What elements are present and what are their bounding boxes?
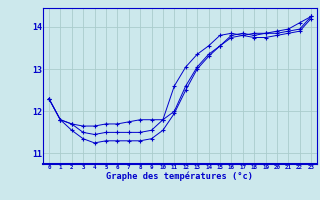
X-axis label: Graphe des températures (°c): Graphe des températures (°c) [107, 171, 253, 181]
